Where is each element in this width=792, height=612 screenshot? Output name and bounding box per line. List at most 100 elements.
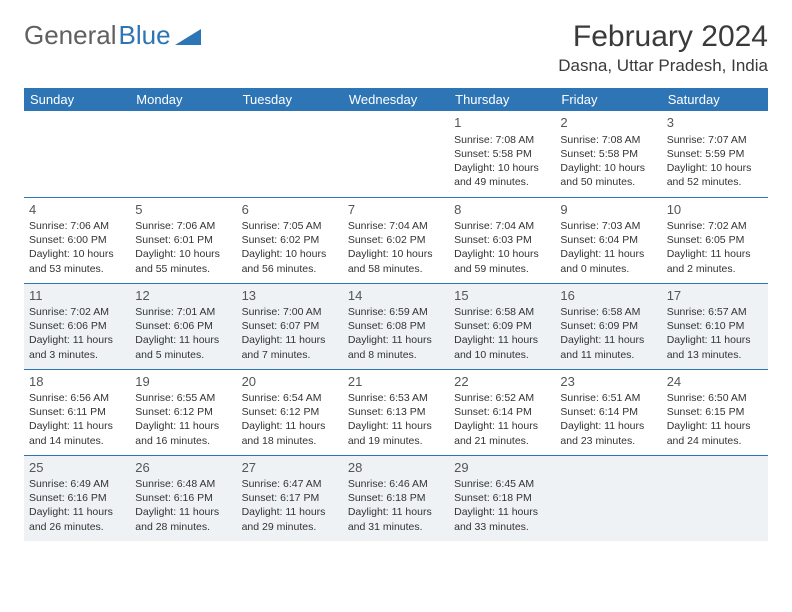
day-number: 10: [667, 201, 763, 219]
sunrise-line: Sunrise: 7:04 AM: [348, 219, 444, 233]
daylight-line-2: and 0 minutes.: [560, 262, 656, 276]
daylight-line-2: and 18 minutes.: [242, 434, 338, 448]
sunrise-line: Sunrise: 6:52 AM: [454, 391, 550, 405]
calendar-cell: 7Sunrise: 7:04 AMSunset: 6:02 PMDaylight…: [343, 197, 449, 283]
day-number: 23: [560, 373, 656, 391]
sunrise-line: Sunrise: 6:46 AM: [348, 477, 444, 491]
sunrise-line: Sunrise: 7:02 AM: [667, 219, 763, 233]
day-number: 3: [667, 114, 763, 132]
daylight-line-1: Daylight: 10 hours: [560, 161, 656, 175]
calendar-cell: 18Sunrise: 6:56 AMSunset: 6:11 PMDayligh…: [24, 369, 130, 455]
sunrise-line: Sunrise: 6:56 AM: [29, 391, 125, 405]
calendar-cell: 17Sunrise: 6:57 AMSunset: 6:10 PMDayligh…: [662, 283, 768, 369]
calendar-cell: [555, 455, 661, 541]
daylight-line-1: Daylight: 10 hours: [348, 247, 444, 261]
day-number: 26: [135, 459, 231, 477]
day-number: 24: [667, 373, 763, 391]
sunrise-line: Sunrise: 6:53 AM: [348, 391, 444, 405]
daylight-line-2: and 23 minutes.: [560, 434, 656, 448]
weekday-header-row: SundayMondayTuesdayWednesdayThursdayFrid…: [24, 88, 768, 111]
sunset-line: Sunset: 6:14 PM: [454, 405, 550, 419]
sunset-line: Sunset: 6:12 PM: [242, 405, 338, 419]
sunset-line: Sunset: 6:05 PM: [667, 233, 763, 247]
day-number: 13: [242, 287, 338, 305]
day-number: 28: [348, 459, 444, 477]
daylight-line-2: and 55 minutes.: [135, 262, 231, 276]
day-number: 4: [29, 201, 125, 219]
sunset-line: Sunset: 6:16 PM: [135, 491, 231, 505]
sunset-line: Sunset: 6:09 PM: [454, 319, 550, 333]
daylight-line-2: and 26 minutes.: [29, 520, 125, 534]
daylight-line-1: Daylight: 10 hours: [667, 161, 763, 175]
weekday-header: Wednesday: [343, 88, 449, 111]
title-block: February 2024 Dasna, Uttar Pradesh, Indi…: [558, 20, 768, 76]
sunset-line: Sunset: 6:10 PM: [667, 319, 763, 333]
daylight-line-1: Daylight: 11 hours: [560, 333, 656, 347]
calendar-cell: 23Sunrise: 6:51 AMSunset: 6:14 PMDayligh…: [555, 369, 661, 455]
calendar-cell: 10Sunrise: 7:02 AMSunset: 6:05 PMDayligh…: [662, 197, 768, 283]
calendar-cell: 4Sunrise: 7:06 AMSunset: 6:00 PMDaylight…: [24, 197, 130, 283]
daylight-line-1: Daylight: 11 hours: [667, 247, 763, 261]
sunset-line: Sunset: 5:58 PM: [454, 147, 550, 161]
sunset-line: Sunset: 6:04 PM: [560, 233, 656, 247]
day-number: 22: [454, 373, 550, 391]
daylight-line-2: and 2 minutes.: [667, 262, 763, 276]
sunset-line: Sunset: 6:02 PM: [348, 233, 444, 247]
calendar-week: 25Sunrise: 6:49 AMSunset: 6:16 PMDayligh…: [24, 455, 768, 541]
day-number: 14: [348, 287, 444, 305]
calendar-cell: 19Sunrise: 6:55 AMSunset: 6:12 PMDayligh…: [130, 369, 236, 455]
calendar-cell: [130, 111, 236, 197]
sunrise-line: Sunrise: 6:51 AM: [560, 391, 656, 405]
calendar-cell: 12Sunrise: 7:01 AMSunset: 6:06 PMDayligh…: [130, 283, 236, 369]
sunset-line: Sunset: 6:15 PM: [667, 405, 763, 419]
calendar-cell: [662, 455, 768, 541]
sunrise-line: Sunrise: 6:45 AM: [454, 477, 550, 491]
sunrise-line: Sunrise: 7:02 AM: [29, 305, 125, 319]
daylight-line-1: Daylight: 11 hours: [135, 505, 231, 519]
sunset-line: Sunset: 6:08 PM: [348, 319, 444, 333]
sunset-line: Sunset: 6:02 PM: [242, 233, 338, 247]
daylight-line-2: and 29 minutes.: [242, 520, 338, 534]
weekday-header: Sunday: [24, 88, 130, 111]
calendar-cell: 26Sunrise: 6:48 AMSunset: 6:16 PMDayligh…: [130, 455, 236, 541]
sunrise-line: Sunrise: 6:48 AM: [135, 477, 231, 491]
daylight-line-1: Daylight: 11 hours: [454, 333, 550, 347]
sunrise-line: Sunrise: 6:54 AM: [242, 391, 338, 405]
sunset-line: Sunset: 6:01 PM: [135, 233, 231, 247]
logo-text-2: Blue: [119, 20, 171, 51]
month-title: February 2024: [558, 20, 768, 54]
daylight-line-2: and 31 minutes.: [348, 520, 444, 534]
daylight-line-1: Daylight: 11 hours: [242, 505, 338, 519]
day-number: 16: [560, 287, 656, 305]
daylight-line-2: and 56 minutes.: [242, 262, 338, 276]
daylight-line-1: Daylight: 11 hours: [454, 419, 550, 433]
sunrise-line: Sunrise: 7:04 AM: [454, 219, 550, 233]
day-number: 11: [29, 287, 125, 305]
sunset-line: Sunset: 6:09 PM: [560, 319, 656, 333]
daylight-line-1: Daylight: 11 hours: [242, 333, 338, 347]
day-number: 17: [667, 287, 763, 305]
sunset-line: Sunset: 6:14 PM: [560, 405, 656, 419]
calendar-week: 4Sunrise: 7:06 AMSunset: 6:00 PMDaylight…: [24, 197, 768, 283]
calendar-cell: 1Sunrise: 7:08 AMSunset: 5:58 PMDaylight…: [449, 111, 555, 197]
calendar-week: 11Sunrise: 7:02 AMSunset: 6:06 PMDayligh…: [24, 283, 768, 369]
daylight-line-2: and 53 minutes.: [29, 262, 125, 276]
daylight-line-1: Daylight: 11 hours: [29, 333, 125, 347]
sunrise-line: Sunrise: 7:03 AM: [560, 219, 656, 233]
calendar-cell: 6Sunrise: 7:05 AMSunset: 6:02 PMDaylight…: [237, 197, 343, 283]
daylight-line-2: and 28 minutes.: [135, 520, 231, 534]
daylight-line-1: Daylight: 11 hours: [560, 419, 656, 433]
day-number: 20: [242, 373, 338, 391]
calendar-cell: 11Sunrise: 7:02 AMSunset: 6:06 PMDayligh…: [24, 283, 130, 369]
calendar-cell: 24Sunrise: 6:50 AMSunset: 6:15 PMDayligh…: [662, 369, 768, 455]
day-number: 5: [135, 201, 231, 219]
calendar-body: 1Sunrise: 7:08 AMSunset: 5:58 PMDaylight…: [24, 111, 768, 541]
sunset-line: Sunset: 6:12 PM: [135, 405, 231, 419]
daylight-line-2: and 8 minutes.: [348, 348, 444, 362]
daylight-line-2: and 50 minutes.: [560, 175, 656, 189]
weekday-header: Friday: [555, 88, 661, 111]
daylight-line-1: Daylight: 11 hours: [348, 333, 444, 347]
sunrise-line: Sunrise: 7:08 AM: [560, 133, 656, 147]
daylight-line-2: and 33 minutes.: [454, 520, 550, 534]
sunset-line: Sunset: 5:59 PM: [667, 147, 763, 161]
